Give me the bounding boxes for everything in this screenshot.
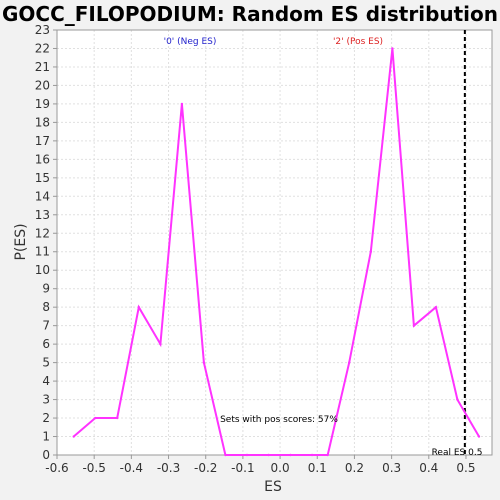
y-tick-label: 22 — [35, 41, 50, 55]
data-point — [391, 47, 393, 49]
y-tick-label: 21 — [35, 60, 50, 74]
y-tick-label: 5 — [42, 356, 50, 370]
x-tick-label: 0.1 — [308, 461, 327, 475]
y-tick-label: 4 — [42, 374, 50, 388]
y-tick-label: 15 — [35, 171, 50, 185]
data-point — [224, 454, 226, 456]
x-axis-label: ES — [264, 479, 282, 495]
pos-scores-annotation: Sets with pos scores: 57% — [220, 415, 338, 425]
x-tick-label: 0.2 — [345, 461, 364, 475]
y-tick-label: 20 — [35, 78, 50, 92]
data-point — [246, 454, 248, 456]
real-es-label: Real ES 0.5 — [432, 448, 483, 458]
y-tick-label: 7 — [42, 319, 50, 333]
y-tick-label: 19 — [35, 97, 50, 111]
data-point — [203, 361, 205, 363]
x-tick-label: -0.4 — [120, 461, 143, 475]
y-tick-label: 18 — [35, 115, 50, 129]
data-point — [159, 343, 161, 345]
x-tick-label: 0.3 — [382, 461, 401, 475]
data-point — [370, 251, 372, 253]
data-point — [326, 454, 328, 456]
x-tick-label: 0.4 — [419, 461, 438, 475]
x-tick-label: -0.3 — [157, 461, 180, 475]
y-tick-label: 8 — [42, 300, 50, 314]
data-point — [348, 361, 350, 363]
y-tick-label: 14 — [35, 189, 50, 203]
y-tick-label: 10 — [35, 263, 50, 277]
data-point — [267, 454, 269, 456]
chart-title: GOCC_FILOPODIUM: Random ES distribution — [2, 2, 498, 26]
data-point — [181, 103, 183, 105]
pos-es-label: '2' (Pos ES) — [333, 37, 383, 47]
y-tick-label: 16 — [35, 152, 50, 166]
x-tick-label: -0.5 — [82, 461, 105, 475]
y-tick-label: 3 — [42, 393, 50, 407]
data-point — [73, 435, 75, 437]
data-point — [478, 435, 480, 437]
data-point — [116, 417, 118, 419]
neg-es-label: '0' (Neg ES) — [164, 37, 217, 47]
y-tick-label: 12 — [35, 226, 50, 240]
y-tick-label: 11 — [35, 245, 50, 259]
x-tick-label: 0.0 — [271, 461, 290, 475]
data-point — [311, 454, 313, 456]
y-tick-label: 17 — [35, 134, 50, 148]
x-tick-label: -0.1 — [231, 461, 254, 475]
x-tick-label: 0.5 — [456, 461, 475, 475]
y-tick-label: 2 — [42, 411, 50, 425]
data-point — [435, 306, 437, 308]
y-tick-label: 1 — [42, 430, 50, 444]
y-tick-label: 9 — [42, 282, 50, 296]
x-tick-label: -0.6 — [45, 461, 68, 475]
x-tick-label: -0.2 — [194, 461, 217, 475]
y-tick-label: 13 — [35, 208, 50, 222]
data-point — [289, 454, 291, 456]
y-axis-label: P(ES) — [13, 223, 29, 260]
x-axis-ticks: -0.6 -0.5 -0.4 -0.3 -0.2 -0.1 0.0 0.1 0.2 0.3 0.4 0… — [45, 455, 475, 475]
data-point — [138, 306, 140, 308]
y-tick-label: 0 — [42, 448, 50, 462]
data-point — [94, 417, 96, 419]
data-point — [413, 324, 415, 326]
data-point — [456, 398, 458, 400]
y-tick-label: 6 — [42, 337, 50, 351]
